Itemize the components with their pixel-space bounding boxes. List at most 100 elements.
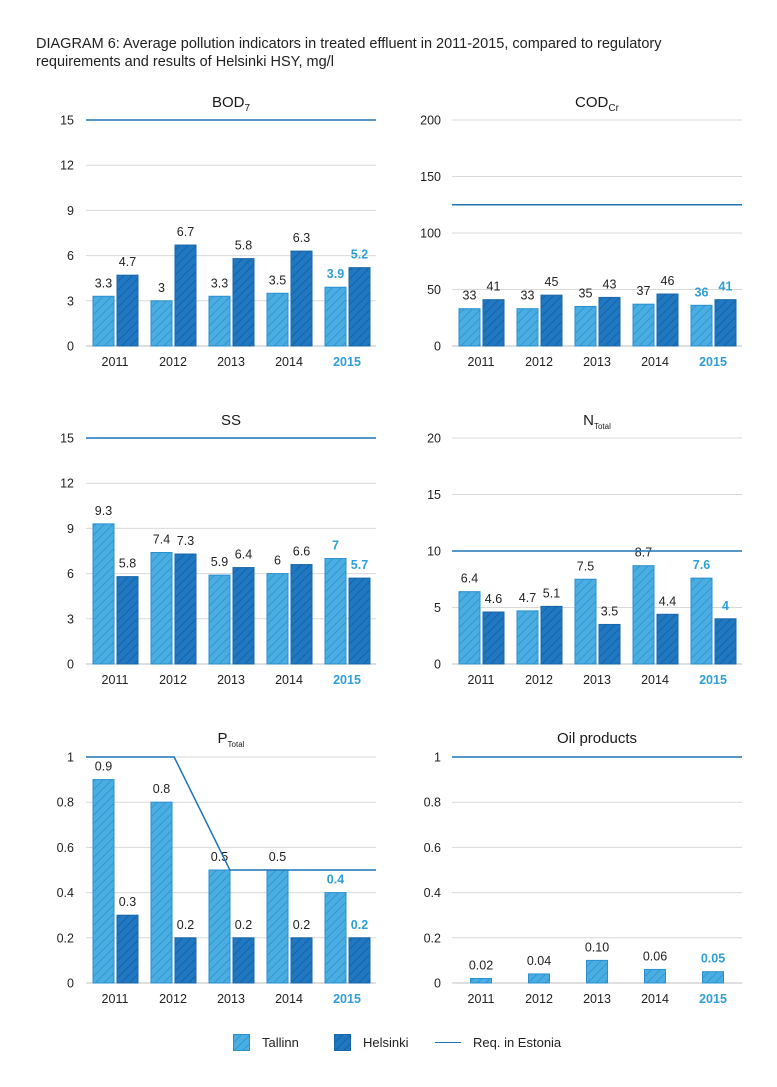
data-label: 6.3: [293, 231, 310, 245]
data-label: 0.04: [527, 954, 551, 968]
chart-title-main: SS: [221, 412, 241, 429]
bar-tallinn: [208, 295, 231, 347]
x-tick-label: 2014: [275, 673, 303, 687]
data-label: 4: [722, 599, 729, 613]
legend-swatch-tallinn: [233, 1033, 250, 1051]
data-label: 7.3: [177, 534, 194, 548]
x-tick-label: 2011: [102, 992, 129, 1006]
chart-title: PTotal: [218, 730, 245, 749]
data-label: 4.6: [485, 592, 502, 606]
x-tick-label: 2013: [583, 992, 611, 1006]
chart-title-subscript: Total: [594, 422, 611, 431]
data-label: 6: [274, 554, 281, 568]
y-tick-label: 0.2: [424, 931, 441, 945]
data-label: 5.1: [543, 586, 560, 600]
y-tick-label: 1: [67, 751, 74, 765]
bar-helsinki: [656, 613, 679, 665]
x-tick-label: 2015: [333, 992, 361, 1006]
data-label: 4.7: [519, 591, 536, 605]
y-tick-label: 6: [67, 249, 74, 263]
bar-tallinn: [632, 565, 655, 665]
data-label: 43: [603, 277, 617, 291]
bar-tallinn: [266, 869, 289, 984]
bar-helsinki: [232, 258, 255, 347]
data-label: 6.7: [177, 225, 194, 239]
bar-tallinn: [458, 591, 481, 665]
data-label: 0.05: [701, 952, 725, 966]
data-label: 9.3: [95, 504, 112, 518]
x-tick-label: 2014: [641, 673, 669, 687]
x-tick-label: 2014: [641, 992, 669, 1006]
chart-title: NTotal: [583, 412, 611, 431]
data-label: 0.5: [211, 850, 228, 864]
y-tick-label: 0.6: [424, 841, 441, 855]
data-label: 7.4: [153, 533, 170, 547]
bar-tallinn: [586, 959, 608, 984]
chart-title-main: Oil products: [557, 730, 637, 747]
data-label: 0.4: [327, 873, 344, 887]
chart-title-subscript: Total: [228, 740, 245, 749]
data-label: 45: [545, 275, 559, 289]
bar-helsinki: [714, 299, 737, 347]
bar-tallinn: [92, 523, 115, 665]
legend-label-requirement: Req. in Estonia: [473, 1034, 562, 1050]
bar-tallinn: [208, 574, 231, 665]
y-tick-label: 5: [434, 601, 441, 615]
data-label: 3.3: [95, 276, 112, 290]
y-tick-label: 3: [67, 294, 74, 308]
bar-helsinki: [116, 576, 139, 665]
x-tick-label: 2011: [468, 992, 495, 1006]
y-tick-label: 15: [60, 114, 74, 128]
bar-tallinn: [266, 573, 289, 665]
data-label: 33: [463, 289, 477, 303]
bar-tallinn: [266, 292, 289, 347]
y-tick-label: 9: [67, 522, 74, 536]
data-label: 0.10: [585, 940, 609, 954]
x-tick-label: 2012: [159, 992, 187, 1006]
bar-tallinn: [702, 971, 724, 984]
x-tick-label: 2013: [217, 355, 245, 369]
x-tick-label: 2014: [275, 992, 303, 1006]
data-label: 6.6: [293, 545, 310, 559]
data-label: 7.5: [577, 559, 594, 573]
y-tick-label: 10: [427, 545, 441, 559]
chart-title: SS: [221, 412, 241, 429]
data-label: 3.9: [327, 267, 344, 281]
y-tick-label: 150: [420, 170, 441, 184]
y-tick-label: 3: [67, 612, 74, 626]
bar-tallinn: [574, 578, 597, 665]
bar-helsinki: [116, 274, 139, 347]
x-tick-label: 2011: [102, 355, 129, 369]
x-tick-label: 2014: [275, 355, 303, 369]
y-tick-label: 0.8: [424, 796, 441, 810]
bar-tallinn: [690, 577, 713, 665]
data-label: 0.5: [269, 850, 286, 864]
x-tick-label: 2011: [468, 673, 495, 687]
bar-tallinn: [644, 968, 666, 984]
bar-tallinn: [458, 308, 481, 347]
data-label: 0.8: [153, 782, 170, 796]
legend-swatch-helsinki: [334, 1033, 351, 1051]
legend: Tallinn Helsinki Req. in Estonia: [0, 1032, 777, 1056]
x-tick-label: 2012: [525, 992, 553, 1006]
page-title: DIAGRAM 6: Average pollution indicators …: [36, 36, 662, 70]
bar-helsinki: [174, 553, 197, 665]
y-tick-label: 0.8: [57, 796, 74, 810]
bar-tallinn: [528, 973, 550, 984]
data-label: 0.3: [119, 895, 136, 909]
bar-helsinki: [348, 267, 371, 347]
y-tick-label: 0.4: [424, 886, 441, 900]
x-tick-label: 2012: [525, 355, 553, 369]
legend-label-tallinn: Tallinn: [262, 1034, 299, 1050]
bar-helsinki: [232, 567, 255, 665]
bar-helsinki: [598, 623, 621, 665]
data-label: 0.9: [95, 760, 112, 774]
data-label: 7.6: [693, 558, 710, 572]
x-tick-label: 2015: [699, 355, 727, 369]
data-label: 6.4: [235, 548, 252, 562]
data-label: 4.4: [659, 594, 676, 608]
legend-item-tallinn: Tallinn: [233, 1032, 299, 1052]
x-tick-label: 2012: [159, 355, 187, 369]
x-tick-label: 2013: [217, 673, 245, 687]
